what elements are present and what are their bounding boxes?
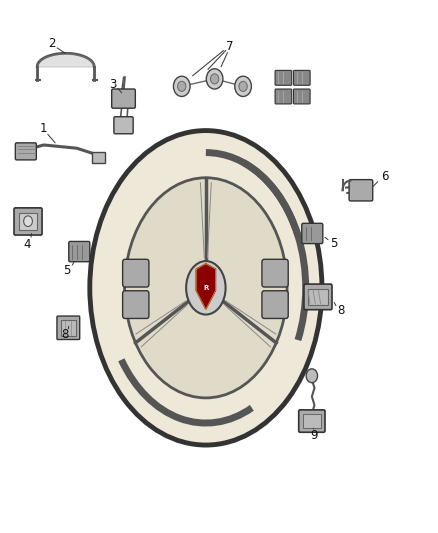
- Circle shape: [206, 69, 223, 89]
- Ellipse shape: [186, 261, 226, 314]
- Bar: [303, 414, 321, 428]
- Circle shape: [239, 82, 247, 92]
- FancyBboxPatch shape: [262, 259, 288, 287]
- Ellipse shape: [124, 178, 287, 398]
- Bar: [61, 320, 76, 336]
- FancyBboxPatch shape: [57, 316, 80, 340]
- FancyBboxPatch shape: [302, 223, 323, 244]
- FancyBboxPatch shape: [299, 410, 325, 432]
- FancyBboxPatch shape: [112, 89, 135, 108]
- Text: 2: 2: [48, 37, 56, 50]
- Text: 8: 8: [337, 304, 344, 317]
- Bar: [308, 289, 328, 305]
- FancyBboxPatch shape: [349, 180, 373, 201]
- Text: 6: 6: [381, 171, 389, 183]
- Text: 7: 7: [226, 41, 234, 53]
- FancyBboxPatch shape: [123, 291, 149, 319]
- FancyBboxPatch shape: [69, 241, 90, 262]
- Circle shape: [235, 76, 251, 96]
- Circle shape: [24, 216, 32, 227]
- Text: 1: 1: [39, 123, 47, 135]
- Text: 5: 5: [64, 264, 71, 277]
- Text: 5: 5: [330, 237, 337, 250]
- Ellipse shape: [90, 131, 322, 445]
- FancyBboxPatch shape: [15, 143, 36, 160]
- Circle shape: [210, 74, 219, 84]
- Text: R: R: [203, 285, 208, 291]
- FancyBboxPatch shape: [293, 89, 310, 104]
- FancyBboxPatch shape: [293, 70, 310, 85]
- FancyBboxPatch shape: [304, 284, 332, 310]
- Text: 4: 4: [23, 238, 31, 251]
- FancyBboxPatch shape: [262, 291, 288, 319]
- FancyBboxPatch shape: [114, 117, 133, 134]
- FancyBboxPatch shape: [14, 208, 42, 235]
- Circle shape: [177, 82, 186, 92]
- Bar: [19, 213, 37, 230]
- FancyBboxPatch shape: [275, 89, 292, 104]
- Text: 3: 3: [110, 78, 117, 91]
- Circle shape: [173, 76, 190, 96]
- Bar: [92, 152, 105, 163]
- FancyBboxPatch shape: [123, 259, 149, 287]
- Text: 8: 8: [61, 328, 68, 341]
- Text: 9: 9: [310, 430, 318, 442]
- Circle shape: [306, 369, 318, 383]
- FancyBboxPatch shape: [275, 70, 292, 85]
- Polygon shape: [196, 264, 215, 309]
